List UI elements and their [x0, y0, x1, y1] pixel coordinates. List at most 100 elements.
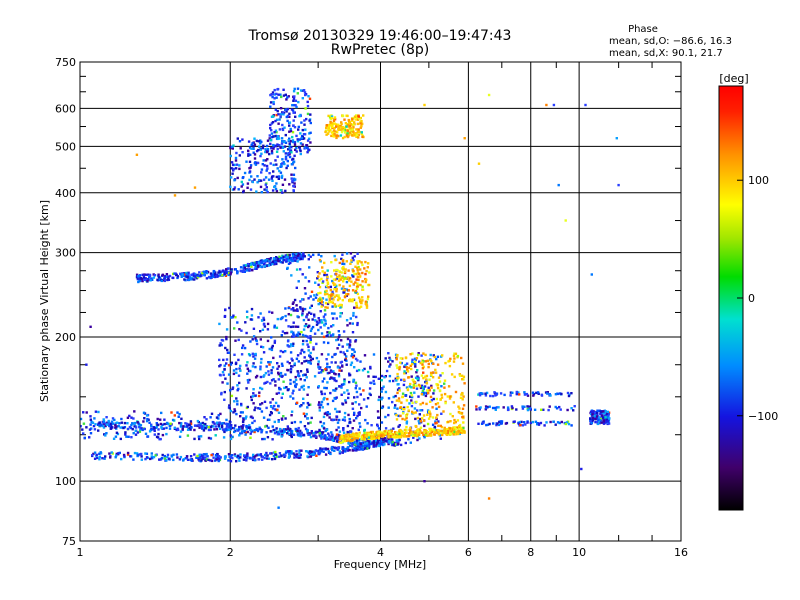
echo-point: [276, 317, 279, 321]
echo-point: [277, 137, 281, 140]
echo-point: [344, 399, 347, 402]
echo-point: [332, 370, 335, 373]
echo-point: [340, 130, 344, 134]
echo-point: [342, 431, 346, 434]
echo-point: [351, 289, 355, 292]
echo-point: [361, 122, 364, 126]
echo-point: [392, 443, 395, 447]
echo-point: [348, 121, 351, 124]
echo-point: [340, 122, 343, 126]
echo-point: [292, 111, 295, 114]
echo-point: [259, 375, 263, 379]
echo-point: [370, 441, 374, 445]
echo-point: [448, 427, 451, 430]
echo-point: [296, 252, 300, 255]
echo-point: [400, 378, 403, 382]
echo-point: [160, 279, 163, 283]
echo-point: [115, 454, 118, 457]
echo-point: [439, 398, 442, 401]
echo-point: [316, 449, 319, 453]
echo-point: [299, 257, 303, 261]
echo-point: [91, 421, 95, 424]
echo-point: [249, 164, 253, 167]
echo-point: [279, 146, 282, 149]
echo-point: [345, 260, 348, 263]
echo-point: [211, 453, 214, 456]
echo-point: [354, 340, 357, 343]
echo-point: [321, 270, 324, 273]
echo-point: [300, 386, 303, 389]
echo-point: [288, 137, 291, 140]
echo-point: [136, 277, 139, 281]
echo-point: [206, 455, 209, 458]
echo-point: [352, 126, 355, 129]
echo-point: [405, 431, 408, 434]
echo-point: [256, 181, 259, 184]
echo-point: [433, 425, 437, 429]
echo-point: [333, 303, 337, 306]
echo-point: [238, 154, 241, 157]
echo-point: [227, 426, 230, 429]
echo-point: [223, 368, 226, 371]
echo-point: [266, 418, 270, 421]
echo-point: [291, 359, 294, 362]
echo-point: [436, 413, 439, 417]
echo-point: [244, 433, 247, 436]
echo-point: [193, 424, 197, 427]
echo-point: [259, 139, 262, 142]
echo-point: [317, 371, 321, 374]
echo-point: [397, 442, 400, 446]
echo-point: [452, 354, 456, 357]
echo-point: [281, 111, 285, 114]
echo-point: [299, 352, 302, 355]
echo-point: [400, 430, 403, 433]
echo-point: [296, 92, 299, 95]
echo-point: [342, 351, 345, 354]
echo-point: [303, 350, 306, 354]
echo-point: [205, 277, 209, 280]
echo-point: [291, 392, 294, 395]
echo-point: [560, 392, 563, 396]
echo-point: [119, 426, 122, 429]
echo-point: [218, 421, 221, 424]
echo-point: [352, 441, 356, 444]
echo-point: [437, 429, 440, 432]
echo-point: [126, 416, 130, 419]
echo-point: [293, 154, 296, 157]
echo-point: [265, 189, 268, 192]
echo-point: [441, 372, 444, 375]
echo-point: [279, 115, 282, 119]
echo-point: [372, 437, 375, 440]
echo-point: [323, 261, 326, 265]
echo-point: [185, 272, 188, 276]
echo-point: [282, 88, 285, 91]
echo-point: [260, 319, 264, 322]
echo-point: [255, 149, 259, 153]
echo-point: [207, 458, 210, 462]
echo-point: [264, 159, 268, 162]
echo-point: [140, 455, 143, 458]
echo-point: [189, 422, 193, 425]
x-tick-label: 16: [674, 546, 688, 559]
echo-point: [455, 431, 458, 434]
echo-point: [275, 262, 278, 266]
echo-point: [289, 127, 292, 131]
echo-point: [389, 358, 392, 361]
echo-point: [292, 342, 295, 345]
echo-point: [352, 380, 355, 383]
echo-point: [533, 408, 537, 411]
echo-point: [108, 423, 111, 426]
echo-point: [298, 449, 301, 452]
echo-point: [357, 296, 361, 299]
echo-point: [292, 160, 296, 163]
echo-point: [554, 423, 557, 426]
echo-point: [231, 316, 234, 319]
echo-point: [243, 346, 247, 350]
echo-point: [237, 456, 240, 460]
echo-point: [345, 355, 348, 358]
echo-point: [224, 346, 227, 350]
echo-point: [462, 429, 465, 433]
echo-point: [229, 363, 233, 366]
echo-point: [413, 360, 417, 363]
echo-point: [268, 310, 271, 314]
